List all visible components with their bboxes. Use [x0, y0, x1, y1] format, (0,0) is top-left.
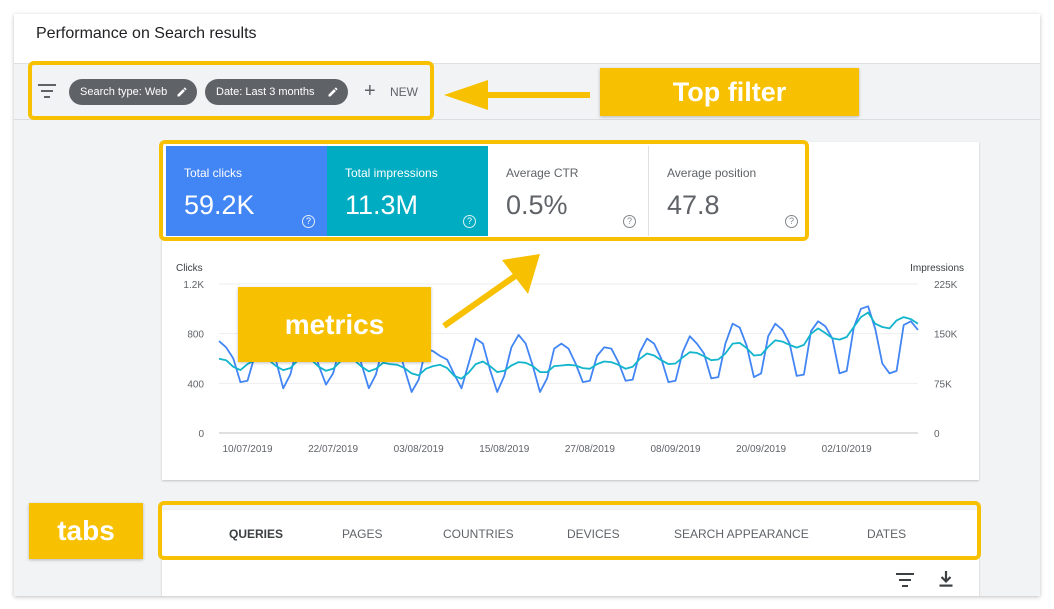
- left-tick-label: 0: [198, 429, 204, 440]
- impressions-series-line: [218, 311, 919, 380]
- tab-devices[interactable]: DEVICES: [567, 527, 620, 541]
- filter-bar: Search type: Web Date: Last 3 months + N…: [14, 64, 1040, 120]
- metrics-arrow: [442, 254, 540, 329]
- filter-icon[interactable]: [38, 84, 56, 98]
- tab-search-appearance[interactable]: SEARCH APPEARANCE: [674, 527, 809, 541]
- chip-label: Date: Last 3 months: [216, 86, 315, 98]
- performance-report: Performance on Search results Search typ…: [14, 14, 1040, 596]
- top-filter-arrow: [444, 80, 590, 110]
- tab-countries[interactable]: COUNTRIES: [443, 527, 514, 541]
- x-tick-label: 02/10/2019: [822, 444, 872, 455]
- x-tick-label: 08/09/2019: [650, 444, 700, 455]
- help-icon[interactable]: ?: [785, 215, 798, 228]
- right-tick-label: 150K: [934, 330, 958, 341]
- date-range-chip[interactable]: Date: Last 3 months: [205, 79, 348, 105]
- top-filter-highlight: [28, 61, 434, 120]
- right-tick-label: 0: [934, 429, 940, 440]
- tab-dates[interactable]: DATES: [867, 527, 907, 541]
- left-tick-label: 800: [187, 330, 204, 341]
- metric-label: Average position: [667, 166, 757, 180]
- help-icon[interactable]: ?: [463, 215, 476, 228]
- metric-value: 59.2K: [184, 190, 255, 220]
- metric-label: Total clicks: [184, 166, 243, 180]
- filter-rows-icon[interactable]: [896, 573, 914, 587]
- tabs-highlight: [158, 501, 981, 560]
- chip-label: Search type: Web: [80, 86, 168, 98]
- plus-icon: +: [364, 80, 376, 102]
- right-axis-label: Impressions: [910, 263, 964, 274]
- new-filter-label: NEW: [390, 85, 418, 99]
- metric-value: 11.3M: [345, 190, 419, 220]
- download-icon[interactable]: [938, 570, 954, 588]
- help-icon[interactable]: ?: [623, 215, 636, 228]
- metric-value: 47.8: [667, 190, 720, 220]
- metric-label: Average CTR: [506, 166, 579, 180]
- left-tick-label: 1.2K: [183, 280, 204, 291]
- x-tick-label: 27/08/2019: [565, 444, 615, 455]
- right-tick-label: 75K: [934, 379, 952, 390]
- pencil-icon[interactable]: [327, 86, 339, 98]
- x-tick-label: 20/09/2019: [736, 444, 786, 455]
- page-title: Performance on Search results: [36, 25, 257, 42]
- left-tick-label: 400: [187, 379, 204, 390]
- x-tick-label: 03/08/2019: [394, 444, 444, 455]
- x-tick-label: 10/07/2019: [222, 444, 272, 455]
- performance-card: Total clicks 59.2K ? Total impressions 1…: [162, 142, 979, 480]
- tab-pages[interactable]: PAGES: [342, 527, 383, 541]
- metric-total-impressions[interactable]: Total impressions 11.3M ?: [327, 146, 488, 236]
- search-type-chip[interactable]: Search type: Web: [69, 79, 197, 105]
- metric-value: 0.5%: [506, 190, 568, 220]
- metric-average-position[interactable]: Average position 47.8 ?: [649, 146, 810, 236]
- pencil-icon[interactable]: [176, 86, 188, 98]
- metrics-annotation: metrics: [238, 287, 431, 362]
- tabs-card: QUERIES PAGES COUNTRIES DEVICES SEARCH A…: [162, 510, 979, 596]
- help-icon[interactable]: ?: [302, 215, 315, 228]
- app-header: Performance on Search results: [14, 14, 1040, 64]
- right-tick-label: 225K: [934, 280, 958, 291]
- metric-average-ctr[interactable]: Average CTR 0.5% ?: [488, 146, 649, 236]
- top-filter-annotation: Top filter: [600, 68, 859, 116]
- left-axis-label: Clicks: [176, 263, 203, 274]
- x-tick-label: 15/08/2019: [479, 444, 529, 455]
- x-tick-label: 22/07/2019: [308, 444, 358, 455]
- tabs-annotation: tabs: [29, 503, 143, 559]
- metric-total-clicks[interactable]: Total clicks 59.2K ?: [166, 146, 327, 236]
- metric-label: Total impressions: [345, 166, 438, 180]
- tab-queries[interactable]: QUERIES: [229, 527, 284, 541]
- metrics-highlight: [159, 140, 809, 241]
- clicks-series-line: [218, 305, 919, 393]
